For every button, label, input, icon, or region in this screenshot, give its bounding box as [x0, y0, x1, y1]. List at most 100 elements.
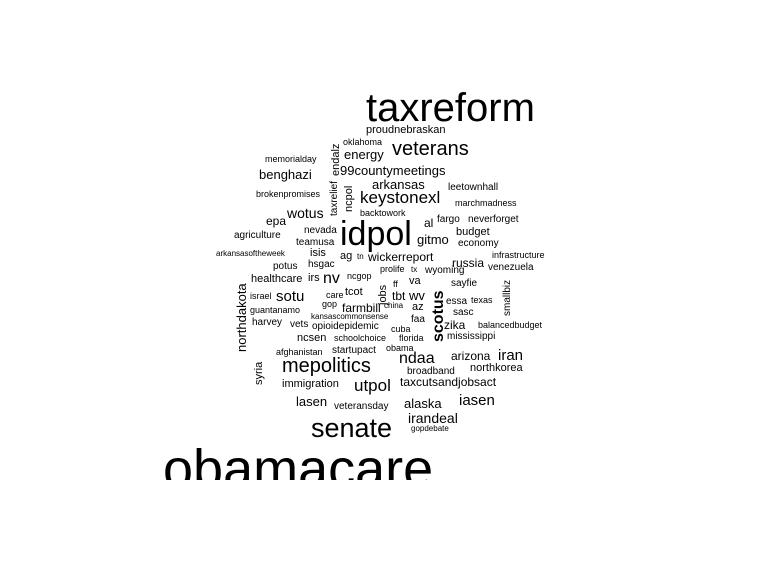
word: al [424, 216, 434, 230]
word: brokenpromises [256, 189, 321, 199]
word: idpol [340, 215, 412, 253]
word: healthcare [251, 273, 303, 285]
word: wv [409, 288, 425, 303]
word: fargo [437, 214, 460, 225]
word: afghanistan [276, 347, 323, 357]
word: wyoming [425, 265, 465, 276]
word: venezuela [488, 262, 534, 273]
word: broadband [407, 366, 455, 377]
word: nevada [304, 225, 337, 236]
word: russia [452, 256, 485, 270]
word: energy [344, 147, 384, 162]
word: veterans [392, 138, 469, 160]
word: budget [456, 226, 490, 238]
word: veteransday [334, 401, 389, 412]
word: irs [308, 272, 320, 284]
word: faa [411, 314, 425, 325]
word: ncpol [343, 185, 355, 212]
word: taxreform [366, 86, 535, 130]
word: oklahoma [343, 137, 383, 147]
word: backtowork [360, 208, 406, 218]
word: gopdebate [411, 424, 449, 433]
word: texas [471, 295, 493, 305]
word: scotus [430, 290, 447, 342]
word: smallbiz [502, 279, 513, 316]
word: arizona [451, 349, 491, 363]
word: gitmo [417, 232, 449, 247]
word: agriculture [234, 230, 281, 241]
word: sotu [276, 288, 305, 305]
word: iasen [459, 392, 495, 409]
word: obamacare [163, 439, 434, 480]
word: tx [411, 265, 418, 274]
word: northkorea [470, 362, 523, 374]
word: ff [393, 279, 398, 289]
word: taxrelief [329, 180, 340, 216]
word: tn [357, 252, 364, 261]
word: israel [250, 291, 272, 301]
word: obama [386, 343, 414, 353]
word: marchmadness [455, 198, 517, 208]
word: ncsen [297, 332, 327, 344]
word: utpol [354, 376, 391, 395]
word: taxcutsandjobsact [400, 375, 497, 389]
word: vets [290, 319, 309, 330]
word: keystonexl [360, 188, 441, 207]
word: opioidepidemic [312, 321, 379, 332]
word: harvey [252, 317, 283, 328]
word: teamusa [296, 237, 335, 248]
word: tbt [392, 289, 406, 303]
word: wickerreport [368, 250, 434, 264]
word: 99countymeetings [340, 163, 446, 178]
word: sayfie [451, 278, 478, 289]
word: leetownhall [448, 182, 499, 193]
word: cuba [391, 324, 411, 334]
word: schoolchoice [334, 333, 387, 343]
word: tcot [345, 286, 363, 298]
word: florida [399, 333, 424, 343]
word: arkansasoftheweek [216, 249, 285, 258]
word: alaska [404, 396, 442, 411]
word: neverforget [468, 214, 519, 225]
word: benghazi [259, 167, 312, 182]
word: prolife [380, 264, 405, 274]
word: va [409, 275, 421, 287]
word: isis [310, 247, 326, 259]
word: syria [253, 361, 265, 385]
word: iran [498, 347, 524, 364]
word: ag [340, 250, 353, 262]
word: epa [266, 214, 287, 228]
word: essa [446, 296, 468, 307]
word: farmbill [342, 301, 381, 315]
word: lasen [296, 394, 328, 409]
word: wotus [287, 205, 324, 221]
word: balancedbudget [478, 320, 543, 330]
word: guantanamo [250, 305, 301, 315]
word-cloud-clip: taxreform proudnebraskan oklahoma endalz… [163, 86, 545, 480]
word: china [384, 301, 404, 310]
word: az [412, 301, 424, 313]
word: startupact [332, 345, 376, 356]
word: ncgop [347, 271, 372, 281]
word: kansascommonsense [311, 312, 389, 321]
word: potus [273, 261, 298, 272]
word: economy [458, 238, 499, 249]
word: zika [444, 318, 466, 332]
word: northdakota [234, 283, 249, 352]
word: care [326, 290, 344, 300]
word: memorialday [265, 154, 317, 164]
word: proudnebraskan [366, 124, 446, 136]
word: ndaa [399, 350, 435, 367]
word: irandeal [408, 410, 458, 426]
word: mississippi [447, 331, 496, 342]
word: senate [311, 413, 393, 443]
word: arkansas [372, 177, 425, 192]
word: infrastructure [492, 250, 545, 260]
word: nv [323, 270, 340, 287]
word: sasc [453, 307, 474, 318]
word: immigration [282, 378, 339, 390]
word: gop [322, 299, 338, 309]
word: mepolitics [282, 355, 371, 377]
word: hsgac [308, 259, 335, 270]
